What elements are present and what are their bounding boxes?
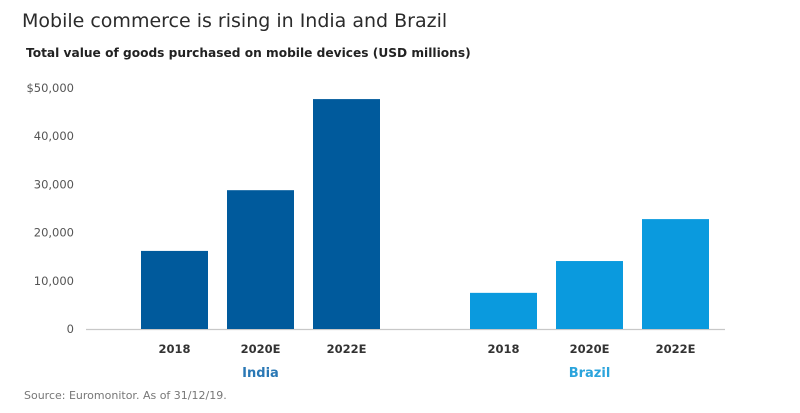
bar-india-2022e (313, 99, 380, 329)
y-tick-label: $50,000 (26, 81, 74, 95)
x-category-label: 2022E (327, 342, 367, 356)
x-category-label: 2020E (570, 342, 610, 356)
chart-subtitle: Total value of goods purchased on mobile… (26, 46, 471, 60)
bar-brazil-2020e (556, 261, 623, 329)
chart-title: Mobile commerce is rising in India and B… (22, 10, 448, 32)
x-category-label: 2018 (487, 342, 519, 356)
x-category-label: 2018 (158, 342, 190, 356)
bar-india-2018 (141, 250, 208, 329)
x-category-label: 2020E (241, 342, 281, 356)
bar-india-2020e (227, 190, 294, 329)
source-note: Source: Euromonitor. As of 31/12/19. (24, 389, 227, 402)
group-label-india: India (242, 366, 279, 381)
bar-brazil-2018 (470, 292, 537, 329)
y-tick-label: 20,000 (34, 226, 74, 240)
y-tick-label: 40,000 (34, 129, 74, 143)
x-category-label: 2022E (656, 342, 696, 356)
y-tick-label: 0 (67, 322, 74, 336)
group-label-brazil: Brazil (569, 366, 611, 381)
y-tick-label: 30,000 (34, 177, 74, 191)
y-tick-label: 10,000 (34, 274, 74, 288)
bar-brazil-2022e (642, 219, 709, 329)
